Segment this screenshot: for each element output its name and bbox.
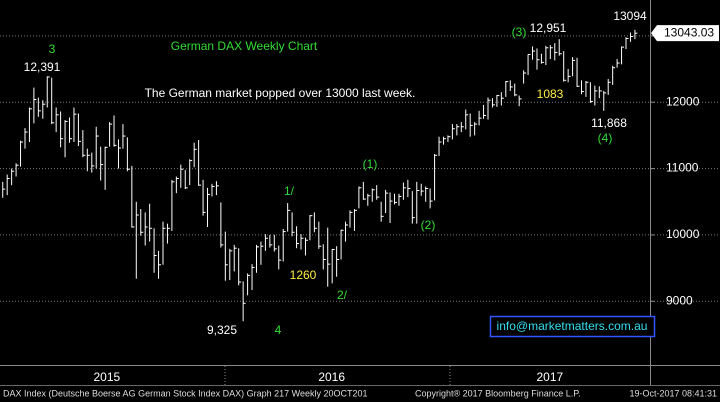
chart-subtitle: The German market popped over 13000 last…	[145, 86, 416, 100]
watermark-box	[489, 315, 656, 338]
annotation: 12,951	[530, 21, 567, 35]
footer-date: 19-Oct-2017 08:41:31	[629, 388, 717, 398]
x-tick-label: 2015	[93, 370, 120, 384]
annotation: 11,868	[591, 116, 627, 130]
footer-copyright: Copyright® 2017 Bloomberg Finance L.P.	[415, 388, 581, 398]
annotation: (3)	[512, 25, 527, 39]
last-value-box	[651, 25, 719, 42]
grid	[0, 35, 720, 302]
annotation: (4)	[598, 131, 613, 145]
annotation: 13094	[613, 9, 647, 23]
x-tick-label: 2017	[536, 370, 563, 384]
annotation: 1/	[284, 184, 295, 198]
annotation: 1260	[290, 268, 317, 282]
annotation: 9,325	[207, 323, 237, 337]
y-tick-label: 9000	[666, 293, 693, 307]
last-value-label: 13043.03	[664, 25, 714, 39]
annotation: 2/	[337, 288, 348, 302]
annotation: (1)	[363, 157, 378, 171]
annotation: 12,391	[24, 60, 61, 74]
annotation: 4	[275, 323, 282, 337]
annotation: 3	[49, 42, 56, 56]
y-tick-label: 10000	[666, 227, 700, 241]
bars	[2, 29, 638, 322]
footer-left: DAX Index (Deutsche Boerse AG German Sto…	[3, 388, 368, 398]
x-tick-label: 2016	[318, 370, 345, 384]
labels: 9000100001100012000130002015201620171304…	[24, 9, 719, 384]
watermark: info@marketmatters.com.au	[497, 319, 648, 333]
y-tick-label: 12000	[666, 94, 700, 108]
chart-title: German DAX Weekly Chart	[171, 39, 318, 53]
annotation: (2)	[421, 218, 436, 232]
annotation: 1083	[537, 87, 564, 101]
y-tick-label: 11000	[666, 161, 699, 175]
